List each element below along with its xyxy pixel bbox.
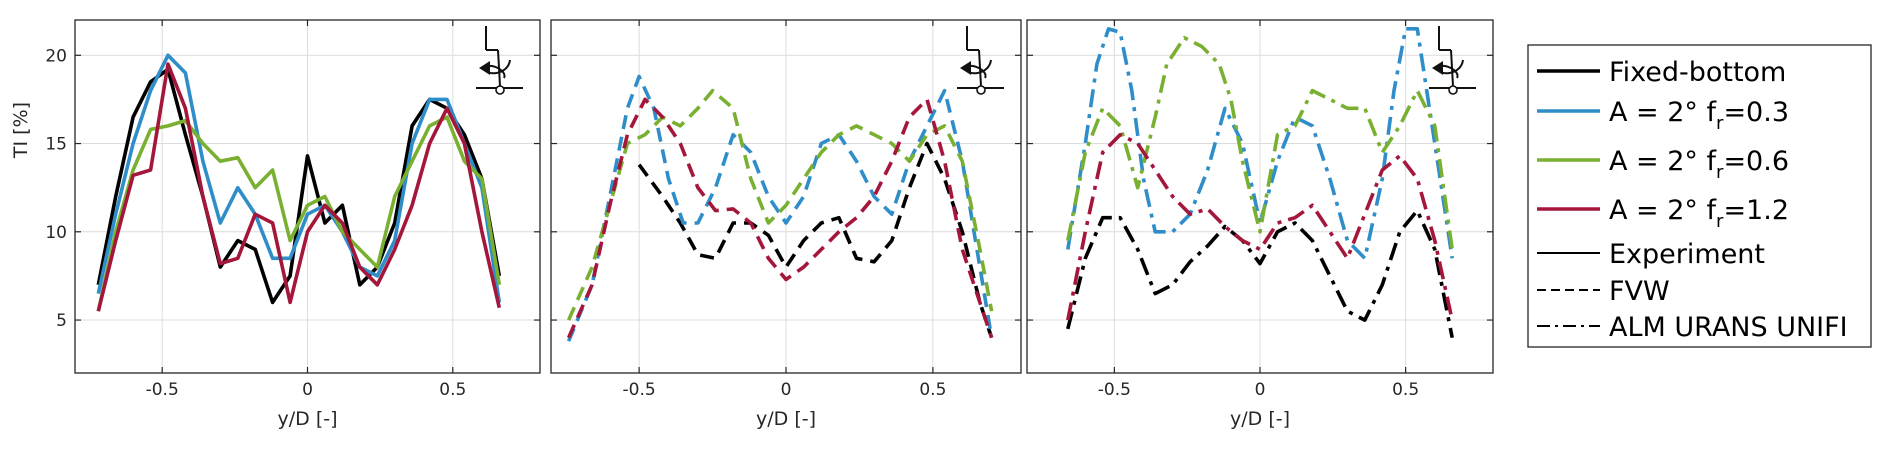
turbine-sketch-icon (1429, 26, 1476, 95)
turbine-sketch-icon (957, 26, 1004, 95)
y-tick-label: 20 (45, 46, 67, 66)
series-line-f03 (96, 53, 502, 303)
x-tick-label: -0.5 (623, 380, 656, 400)
y-axis-label: TI [%] (10, 102, 32, 159)
series-line-f12 (566, 97, 994, 339)
legend-label-f03: A = 2° fr=0.3 (1609, 97, 1789, 134)
series-line-fixed (1066, 208, 1454, 339)
series-line-f03 (1066, 26, 1454, 261)
x-tick-label: 0.5 (1392, 380, 1419, 400)
x-tick-label: -0.5 (146, 380, 179, 400)
panel-2: -0.5 0 0.5 y/D [-] (550, 19, 1022, 430)
series-line-f06 (96, 115, 502, 312)
legend: Fixed-bottom A = 2° fr=0.3 A = 2° fr=0.6… (1527, 44, 1872, 348)
legend-label-experiment: Experiment (1609, 239, 1765, 270)
panel-1: -0.5 0 0.5 5 10 15 20 y/D [-] TI [%] (10, 19, 541, 430)
legend-label-fixed-bottom: Fixed-bottom (1609, 57, 1786, 88)
x-axis-label: y/D [-] (278, 408, 338, 430)
series-line-f12 (96, 62, 502, 312)
legend-label-f06: A = 2° fr=0.6 (1609, 146, 1789, 183)
legend-label-f12: A = 2° fr=1.2 (1609, 195, 1789, 232)
x-tick-label: 0.5 (439, 380, 466, 400)
turbine-sketch-icon (476, 26, 523, 95)
x-tick-label: 0 (781, 380, 792, 400)
y-tick-label: 10 (45, 223, 67, 243)
series-line-f06 (566, 88, 994, 321)
x-tick-label: -0.5 (1098, 380, 1131, 400)
x-tick-label: 0 (302, 380, 313, 400)
legend-label-fvw: FVW (1609, 276, 1670, 307)
legend-label-alm-urans-unifi: ALM URANS UNIFI (1609, 312, 1848, 343)
series-line-f03 (566, 74, 994, 342)
series-line-f06 (1066, 35, 1454, 250)
x-tick-label: 0 (1255, 380, 1266, 400)
series-line-f12 (1066, 132, 1454, 321)
y-tick-label: 5 (56, 311, 67, 331)
x-tick-label: 0.5 (919, 380, 946, 400)
series-line-fixed (637, 141, 994, 339)
panel-3: -0.5 0 0.5 y/D [-] (1026, 19, 1494, 430)
x-axis-label: y/D [-] (1230, 408, 1290, 430)
x-axis-label: y/D [-] (756, 408, 816, 430)
legend-box (1527, 44, 1872, 348)
y-tick-label: 15 (45, 135, 67, 155)
